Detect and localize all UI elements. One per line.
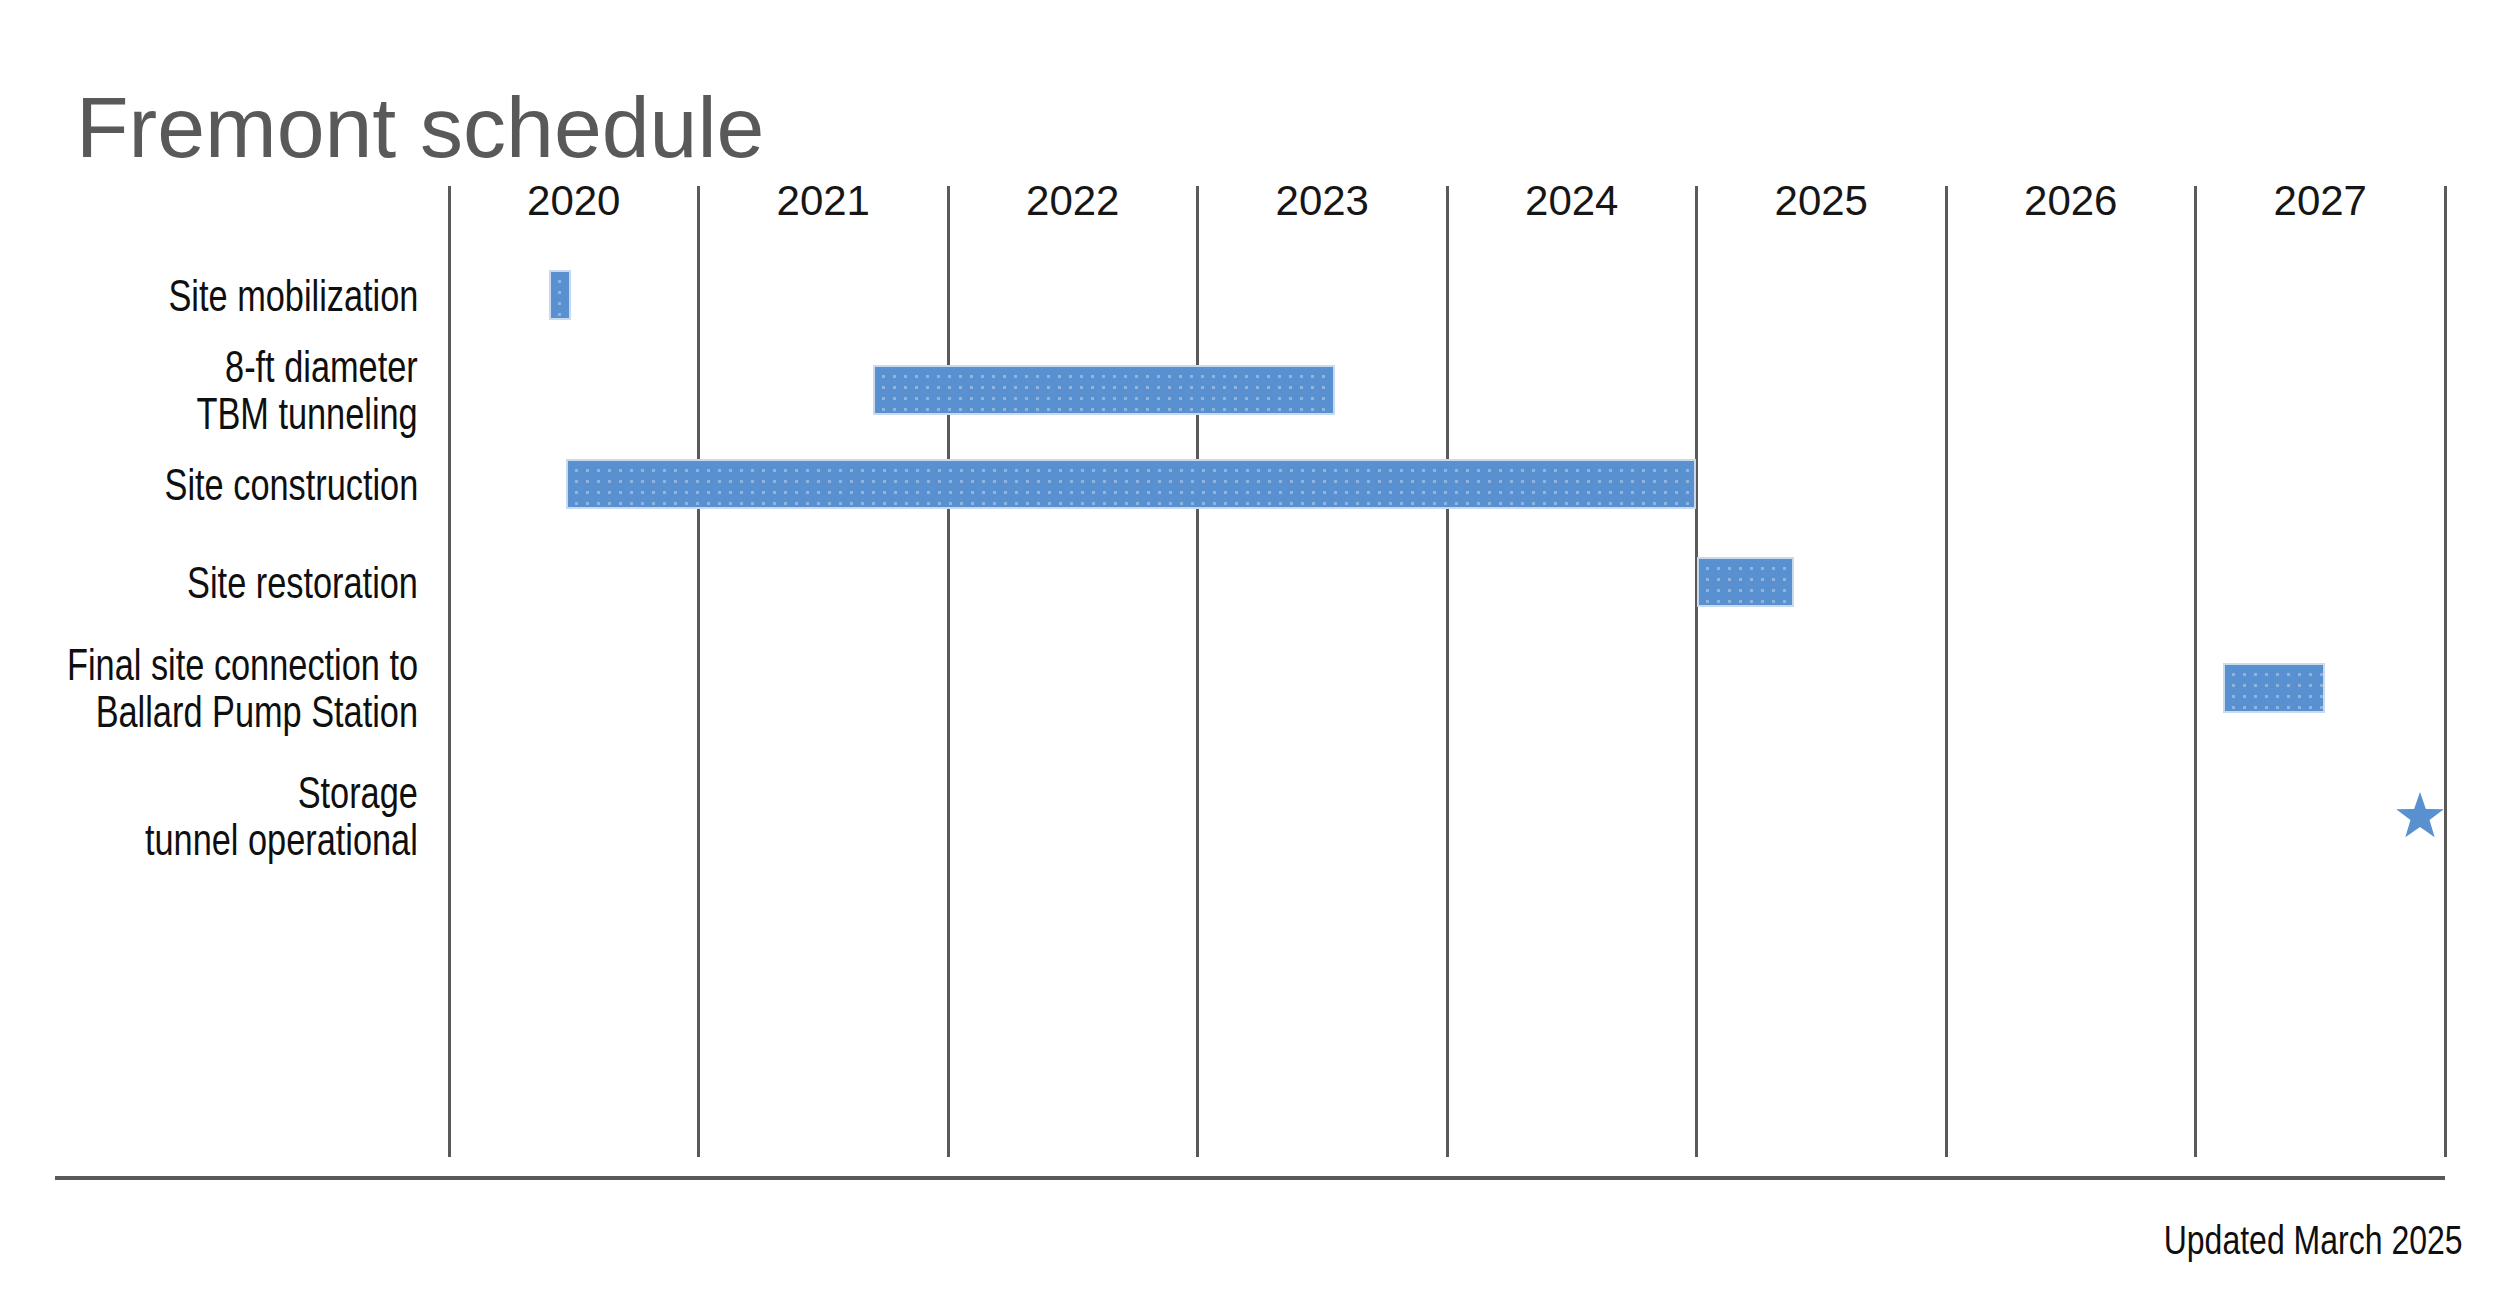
year-tick-label: 2027 [2274,178,2367,224]
task-bar-site-restoration [1697,557,1794,607]
gantt-chart-page: Fremont schedule 2020 2021 2022 2023 2024 202… [0,0,2500,1295]
bottom-axis-line [55,1176,2445,1180]
year-gridline [1446,186,1449,1157]
year-tick-label: 2026 [2024,178,2117,224]
year-tick-label: 2025 [1775,178,1868,224]
year-gridline [1695,186,1698,1157]
year-gridline [448,186,451,1157]
year-gridline [2194,186,2197,1157]
task-bar-final-site-connection [2223,663,2325,713]
year-tick-label: 2023 [1276,178,1369,224]
task-bar-tbm-tunneling [873,365,1335,415]
task-bar-site-construction [566,459,1696,509]
year-gridline [1196,186,1199,1157]
year-tick-label: 2021 [777,178,870,224]
year-tick-label: 2024 [1525,178,1618,224]
year-tick-label: 2020 [527,178,620,224]
year-gridline [947,186,950,1157]
task-label-tbm-tunneling: 8-ft diameterTBM tunneling [197,343,418,437]
task-label-site-mobilization: Site mobilization [168,272,418,319]
milestone-star-icon [2395,792,2445,842]
updated-note: Updated March 2025 [2164,1218,2463,1263]
page-title: Fremont schedule [76,80,764,175]
task-label-site-restoration: Site restoration [187,559,418,606]
task-label-site-construction: Site construction [164,461,418,508]
year-gridline [2444,186,2447,1157]
year-tick-label: 2022 [1026,178,1119,224]
task-label-storage-tunnel-operational: Storagetunnel operational [145,769,418,863]
task-label-final-site-connection: Final site connection toBallard Pump Sta… [67,641,418,735]
task-bar-site-mobilization [549,270,571,320]
year-gridline [1945,186,1948,1157]
year-gridline [697,186,700,1157]
